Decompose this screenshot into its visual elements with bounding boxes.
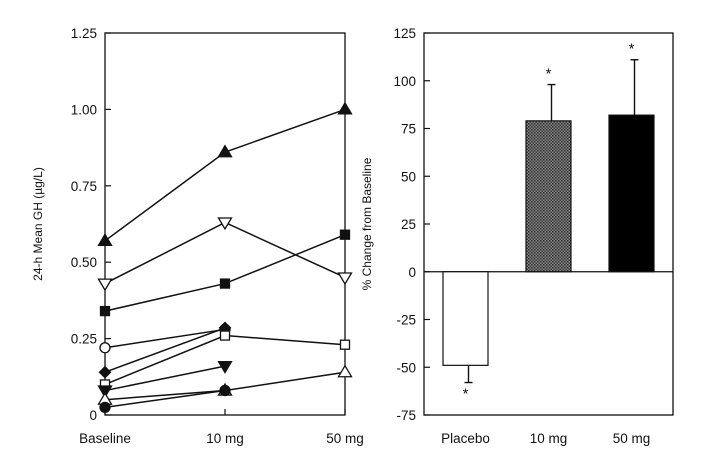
data-point-diamond (98, 365, 112, 379)
data-point-circle (99, 401, 111, 414)
left-y-tick-label: 0.50 (71, 255, 97, 270)
series-line (104, 365, 226, 392)
series-line (104, 327, 226, 373)
significance-marker: * (629, 41, 635, 58)
right-chart: -75 -50 -25 0 25 50 75 100 125 Placebo 10 mg 50 mg… (360, 26, 674, 446)
data-point-triangle-up (217, 144, 233, 158)
right-y-tick-label: 50 (401, 169, 416, 184)
bar (442, 271, 489, 366)
data-point-triangle-down (217, 217, 233, 231)
data-point-circle (99, 342, 111, 354)
left-x-axis: Baseline 10 mg 50 mg (79, 409, 364, 446)
left-y-axis: 0 0.25 0.50 0.75 1.00 1.25 (71, 26, 111, 423)
right-y-tick-label: 0 (408, 265, 416, 280)
data-point-triangle-down (97, 278, 113, 292)
left-y-tick-label: 0 (89, 408, 97, 423)
data-point-square (219, 278, 231, 289)
bar (525, 120, 572, 273)
data-point-square (339, 229, 351, 240)
right-y-tick-label: 125 (393, 26, 416, 41)
data-point-circle (219, 384, 231, 397)
data-point-triangle-up (337, 364, 353, 378)
left-y-tick-label: 1.25 (71, 26, 97, 41)
right-x-tick-label: Placebo (441, 431, 490, 446)
significance-marker: * (546, 66, 552, 83)
series-line (104, 234, 346, 312)
series-line (104, 328, 226, 349)
data-point-triangle-up (97, 233, 113, 246)
left-series-group (97, 101, 353, 414)
right-y-axis-label: % Change from Baseline (360, 157, 374, 290)
right-bars-group: * * * (442, 41, 655, 403)
right-y-tick-label: -75 (396, 408, 416, 423)
right-y-tick-label: 25 (401, 217, 416, 232)
data-point-triangle-up (337, 101, 353, 115)
data-point-square (219, 330, 231, 341)
left-x-tick-label: Baseline (79, 431, 131, 446)
right-y-tick-label: 100 (393, 74, 416, 89)
right-y-tick-label: -50 (396, 360, 416, 375)
data-point-triangle-down (97, 385, 113, 399)
right-x-axis: Placebo 10 mg 50 mg (441, 431, 650, 446)
series-line (104, 221, 346, 285)
right-y-tick-label: -25 (396, 313, 416, 328)
bar (608, 114, 655, 273)
right-y-axis: -75 -50 -25 0 25 50 75 100 125 (393, 26, 430, 423)
left-chart: 0 0.25 0.50 0.75 1.00 1.25 Baseline 10 mg 50 mg… (31, 26, 364, 446)
right-x-tick-label: 10 mg (530, 431, 568, 446)
right-y-tick-label: 75 (401, 122, 416, 137)
left-y-tick-label: 0.25 (71, 332, 97, 347)
data-point-square (99, 305, 111, 317)
left-x-tick-label: 50 mg (326, 431, 364, 446)
left-y-tick-label: 0.75 (71, 179, 97, 194)
significance-marker: * (463, 386, 469, 403)
data-point-square (339, 339, 351, 350)
left-y-axis-label: 24-h Mean GH (µg/L) (31, 167, 45, 281)
series-line (104, 389, 226, 409)
data-point-triangle-down (217, 360, 233, 374)
left-y-tick-label: 1.00 (71, 102, 97, 117)
right-x-tick-label: 50 mg (613, 431, 651, 446)
data-point-triangle-down (337, 272, 353, 286)
left-x-tick-label: 10 mg (206, 431, 244, 446)
